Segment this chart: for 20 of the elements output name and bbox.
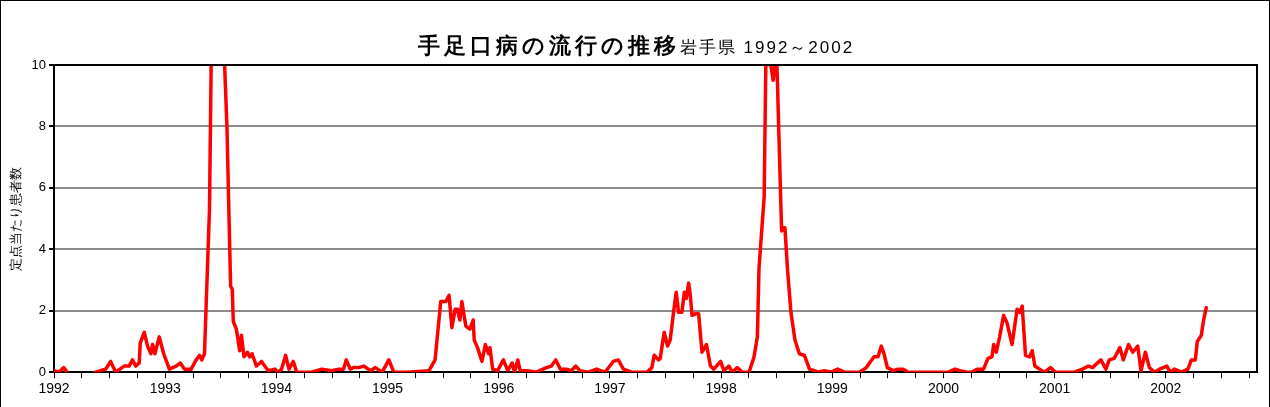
y-axis-title: 定点当たり患者数 (8, 166, 24, 271)
x-tick-label: 2001 (1039, 380, 1071, 397)
x-tick-label: 1998 (705, 380, 737, 397)
y-tick-label: 0 (38, 363, 47, 379)
y-tick-label: 8 (38, 118, 47, 134)
y-tick-label: 2 (38, 302, 47, 318)
x-tick-label: 1994 (260, 380, 293, 397)
chart-title: 手足口病の流行の推移 (417, 33, 680, 58)
x-tick-label: 1992 (38, 380, 70, 397)
x-tick-label: 1999 (816, 380, 849, 397)
y-tick-label: 6 (38, 179, 47, 195)
y-tick-label: 10 (31, 56, 47, 72)
x-tick-label: 1993 (149, 380, 182, 397)
y-tick-label: 4 (38, 240, 47, 256)
x-tick-label: 1997 (594, 380, 626, 397)
x-tick-label: 1996 (483, 380, 515, 397)
x-tick-label: 2000 (927, 380, 960, 397)
x-tick-label: 1995 (372, 380, 404, 397)
chart-subtitle: 岩手県 1992～2002 (679, 38, 855, 57)
x-tick-label: 2002 (1150, 380, 1182, 397)
